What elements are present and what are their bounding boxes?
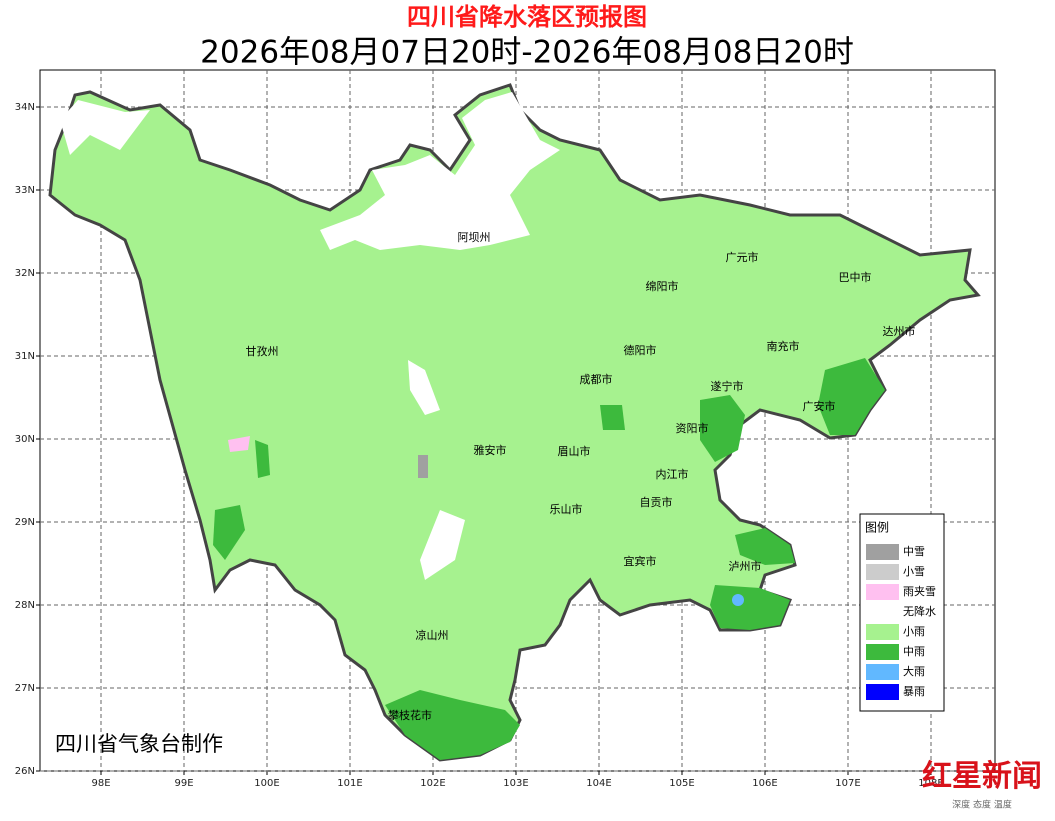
moderate-rain-area [213,505,245,560]
subtitle: 2026年08月07日20时-2026年08月08日20时 [200,35,854,71]
x-tick-label: 107E [835,778,860,789]
title: 四川省降水落区预报图 [407,3,647,31]
moderate-rain-area [700,395,745,462]
city-label: 广安市 [803,399,836,413]
y-tick-label: 30N [15,434,35,445]
legend-swatch [866,584,899,600]
y-tick-label: 26N [15,766,35,777]
city-label: 绵阳市 [646,279,679,293]
sleet-area [228,436,250,452]
x-tick-label: 103E [503,778,528,789]
legend-label: 小雪 [903,565,925,578]
legend-label: 中雨 [903,645,925,658]
city-label: 乐山市 [550,502,583,516]
y-tick-label: 29N [15,517,35,528]
legend-swatch [866,564,899,580]
legend-label: 无降水 [903,604,936,618]
city-label: 资阳市 [676,421,709,435]
legend-label: 小雨 [903,625,925,638]
y-tick-label: 34N [15,102,35,113]
heavy-rain-area [732,594,744,606]
city-label: 遂宁市 [711,379,744,393]
city-label: 内江市 [656,467,689,481]
legend-swatch [866,544,899,560]
moderate-rain-area [600,405,625,430]
x-tick-label: 108E [918,778,943,789]
city-label: 德阳市 [624,343,657,357]
legend-label: 雨夹雪 [903,585,936,598]
x-tick-label: 105E [669,778,694,789]
watermark-brand: 红星新闻 [922,759,1042,794]
watermark-slogan: 深度 态度 温度 [952,799,1012,811]
credit: 四川省气象台制作 [55,732,223,756]
legend-label: 暴雨 [903,685,925,698]
x-tick-label: 101E [337,778,362,789]
legend-label: 中雪 [903,545,925,558]
city-label: 甘孜州 [246,344,279,358]
city-label: 成都市 [580,372,613,386]
legend-swatch [866,604,899,620]
y-tick-label: 28N [15,600,35,611]
x-tick-label: 106E [752,778,777,789]
city-label: 凉山州 [416,628,449,642]
city-label: 攀枝花市 [388,708,432,722]
x-tick-label: 100E [254,778,279,789]
no-rain-area [408,360,440,415]
city-label: 泸州市 [729,559,762,573]
legend-label: 大雨 [903,664,925,678]
city-label: 宜宾市 [624,554,657,568]
x-tick-label: 104E [586,778,611,789]
city-label: 广元市 [726,250,759,264]
city-label: 南充市 [767,339,800,353]
moderate-rain-area [735,528,795,565]
city-label: 雅安市 [474,443,507,457]
y-tick-label: 33N [15,185,35,196]
x-tick-label: 98E [91,778,110,789]
legend-swatch [866,644,899,660]
x-tick-label: 102E [420,778,445,789]
city-label: 阿坝州 [458,230,491,244]
city-labels: 阿坝州 广元市 巴中市 绵阳市 达州市 甘孜州 德阳市 南充市 成都市 遂宁市 … [246,230,916,722]
no-rain-area [320,92,560,250]
legend-swatch [866,684,899,700]
y-tick-label: 31N [15,351,35,362]
no-rain-area [60,100,150,155]
moderate-rain-area [818,358,885,435]
moderate-rain-area [385,690,520,760]
city-label: 眉山市 [558,444,591,458]
legend-swatch [866,624,899,640]
no-rain-area [420,510,465,580]
city-label: 自贡市 [640,495,673,509]
y-tick-label: 27N [15,683,35,694]
moderate-rain-area [255,440,270,478]
city-label: 巴中市 [839,270,872,284]
moderate-rain-area [710,585,790,630]
y-tick-label: 32N [15,268,35,279]
legend-title: 图例 [865,521,889,535]
province [48,83,981,762]
city-label: 达州市 [883,324,916,338]
x-tick-label: 99E [174,778,193,789]
legend-swatch [866,664,899,680]
snow-area [418,455,428,478]
